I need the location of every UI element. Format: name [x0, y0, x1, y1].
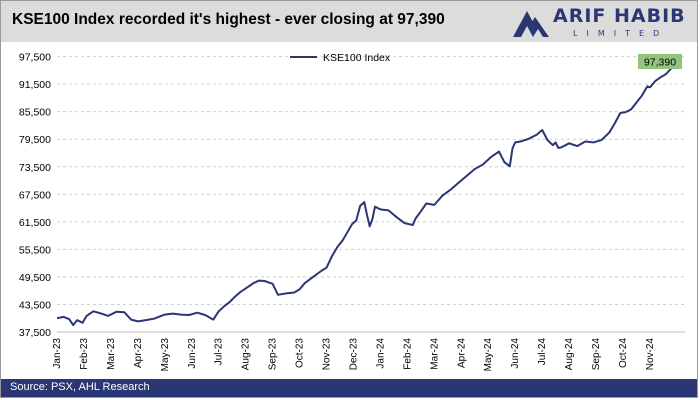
y-tick-label: 97,500 — [19, 52, 51, 64]
chart-plot-area: 37,500 43,500 49,500 55,500 61,500 67,500 73,5… — [1, 42, 697, 379]
x-tick-label: Dec-23 — [348, 338, 359, 371]
x-tick-label: Feb-24 — [402, 338, 413, 370]
y-tick-label: 85,500 — [19, 107, 51, 119]
y-tick-label: 49,500 — [19, 272, 51, 284]
x-tick-label: Jan-23 — [52, 338, 63, 369]
x-tick-label: Aug-23 — [241, 338, 252, 371]
x-tick-label: Jun-23 — [187, 338, 198, 369]
x-tick-label: Nov-23 — [322, 338, 333, 371]
y-tick-label: 79,500 — [19, 134, 51, 146]
y-tick-label: 37,500 — [19, 327, 51, 339]
x-tick-label: May-23 — [160, 338, 171, 372]
x-tick-label: Nov-24 — [645, 338, 656, 371]
y-tick-label: 91,500 — [19, 79, 51, 91]
x-tick-label: Sep-23 — [268, 338, 279, 371]
y-tick-label: 61,500 — [19, 217, 51, 229]
legend-label: KSE100 Index — [323, 52, 391, 64]
x-tick-label: May-24 — [483, 338, 494, 372]
y-tick-label: 67,500 — [19, 189, 51, 201]
x-tick-label: Aug-24 — [564, 338, 575, 371]
x-tick-label: Jun-24 — [510, 338, 521, 369]
x-tick-label: Sep-24 — [591, 338, 602, 371]
y-tick-label: 73,500 — [19, 162, 51, 174]
logo-mark-icon — [513, 11, 549, 37]
kse100-line-chart: 37,500 43,500 49,500 55,500 61,500 67,500 73,5… — [19, 52, 685, 372]
chart-title: KSE100 Index recorded it's highest - eve… — [12, 11, 445, 28]
source-bar: Source: PSX, AHL Research — [1, 379, 697, 397]
x-tick-label: Oct-23 — [295, 338, 306, 368]
x-tick-label: Oct-24 — [618, 338, 629, 368]
logo-subtitle: LIMITED — [573, 29, 669, 38]
y-tick-label: 55,500 — [19, 244, 51, 256]
x-tick-label: Mar-24 — [429, 338, 440, 370]
series-line-kse100 — [56, 56, 678, 327]
x-tick-label: Feb-23 — [79, 338, 90, 370]
x-tick-label: Apr-24 — [456, 338, 467, 368]
callout-box — [638, 54, 682, 69]
x-tick-label: Jul-23 — [214, 338, 225, 366]
x-tick-label: Mar-23 — [106, 338, 117, 370]
x-tick-label: Jul-24 — [537, 338, 548, 366]
chart-header: KSE100 Index recorded it's highest - eve… — [1, 1, 697, 42]
callout-label: 97,390 — [644, 57, 676, 69]
arif-habib-logo: ARIF HABIB LIMITED — [511, 5, 696, 41]
x-tick-label: Jan-24 — [375, 338, 386, 369]
x-tick-label: Apr-23 — [133, 338, 144, 368]
source-text: Source: PSX, AHL Research — [10, 381, 150, 393]
logo-wordmark: ARIF HABIB — [553, 5, 686, 27]
y-tick-label: 43,500 — [19, 299, 51, 311]
